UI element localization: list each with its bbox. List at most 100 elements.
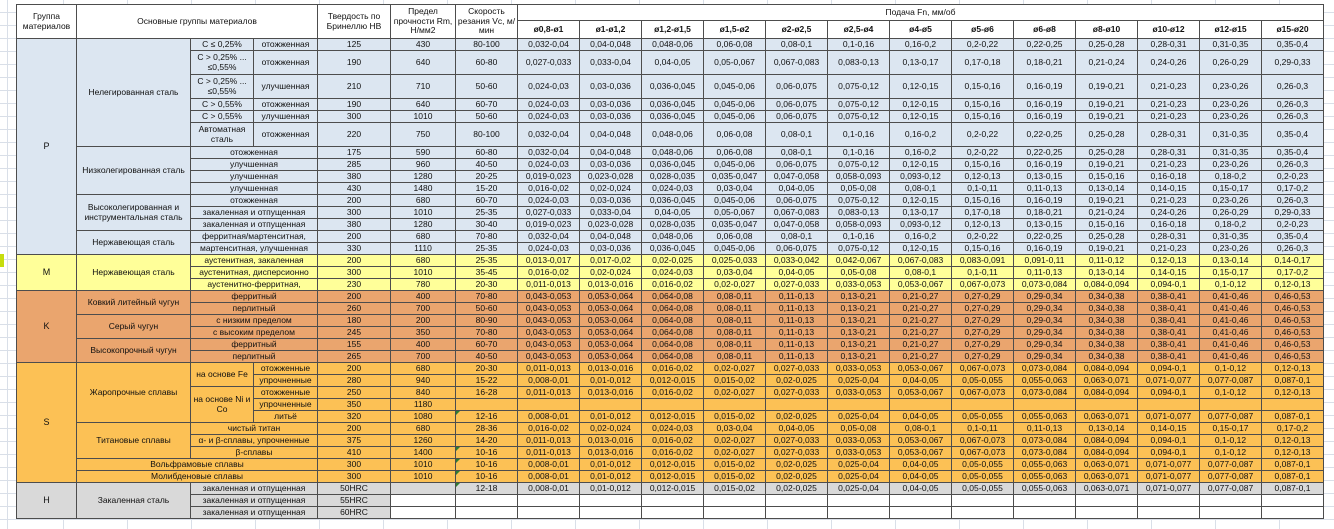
feed-cell[interactable]: 0,043-0,053 bbox=[517, 314, 580, 327]
feed-cell[interactable]: 0,063-0,071 bbox=[1075, 458, 1138, 471]
treatment-cell[interactable]: ферритный bbox=[190, 290, 318, 303]
feed-cell[interactable]: 0,053-0,067 bbox=[889, 278, 952, 291]
feed-cell[interactable]: 0,16-0,19 bbox=[1013, 158, 1076, 171]
feed-cell[interactable]: 0,045-0,06 bbox=[703, 194, 766, 207]
feed-cell[interactable]: 0,22-0,25 bbox=[1013, 146, 1076, 159]
feed-cell[interactable]: 0,16-0,18 bbox=[1137, 218, 1200, 231]
treatment-cell[interactable]: отожженная bbox=[253, 38, 318, 51]
feed-cell[interactable]: 0,23-0,26 bbox=[1199, 110, 1262, 123]
hardness-cell[interactable]: 430 bbox=[317, 182, 391, 195]
feed-cell[interactable]: 0,34-0,38 bbox=[1075, 350, 1138, 363]
feed-cell[interactable]: 0,032-0,04 bbox=[517, 230, 580, 243]
strength-cell[interactable] bbox=[390, 482, 456, 495]
feed-cell[interactable]: 0,41-0,46 bbox=[1199, 338, 1262, 351]
speed-cell[interactable]: 25-35 bbox=[455, 242, 518, 255]
feed-cell[interactable]: 0,094-0,1 bbox=[1137, 386, 1200, 399]
feed-cell[interactable] bbox=[1075, 494, 1138, 507]
feed-cell[interactable]: 0,053-0,064 bbox=[579, 350, 642, 363]
feed-cell[interactable]: 0,19-0,21 bbox=[1075, 98, 1138, 111]
feed-cell[interactable]: 0,04-0,05 bbox=[765, 182, 828, 195]
feed-cell[interactable]: 0,11-0,13 bbox=[765, 290, 828, 303]
feed-cell[interactable]: 0,011-0,013 bbox=[517, 278, 580, 291]
feed-cell[interactable]: 0,12-0,13 bbox=[1261, 386, 1324, 399]
feed-cell[interactable] bbox=[1261, 506, 1324, 519]
hardness-cell[interactable]: 245 bbox=[317, 326, 391, 339]
feed-cell[interactable]: 0,024-0,03 bbox=[517, 158, 580, 171]
treatment-cell[interactable]: перлитный bbox=[190, 302, 318, 315]
feed-cell[interactable] bbox=[765, 506, 828, 519]
speed-cell[interactable]: 10-16 bbox=[455, 446, 518, 459]
speed-cell[interactable]: 60-70 bbox=[455, 194, 518, 207]
treatment-cell[interactable]: отожженные bbox=[253, 362, 318, 375]
feed-cell[interactable]: 0,27-0,29 bbox=[951, 314, 1014, 327]
feed-cell[interactable]: 0,019-0,023 bbox=[517, 218, 580, 231]
strength-cell[interactable]: 1010 bbox=[390, 458, 456, 471]
feed-cell[interactable]: 0,13-0,14 bbox=[1075, 182, 1138, 195]
feed-cell[interactable]: 0,084-0,094 bbox=[1075, 362, 1138, 375]
feed-cell[interactable] bbox=[951, 506, 1014, 519]
feed-cell[interactable]: 0,31-0,35 bbox=[1199, 230, 1262, 243]
family-cell[interactable]: Нелегированная сталь bbox=[76, 38, 191, 147]
feed-cell[interactable]: 0,23-0,26 bbox=[1199, 194, 1262, 207]
treatment-cell[interactable]: отожженная bbox=[253, 50, 318, 75]
feed-cell[interactable]: 0,29-0,34 bbox=[1013, 290, 1076, 303]
feed-cell[interactable]: 0,05-0,055 bbox=[951, 470, 1014, 483]
feed-cell[interactable]: 0,02-0,025 bbox=[765, 410, 828, 423]
feed-cell[interactable]: 0,077-0,087 bbox=[1199, 482, 1262, 495]
feed-cell[interactable]: 0,12-0,15 bbox=[889, 110, 952, 123]
feed-cell[interactable]: 0,094-0,1 bbox=[1137, 362, 1200, 375]
feed-cell[interactable]: 0,025-0,04 bbox=[827, 374, 890, 387]
feed-cell[interactable]: 0,14-0,15 bbox=[1137, 266, 1200, 279]
feed-cell[interactable] bbox=[1137, 398, 1200, 411]
feed-cell[interactable]: 0,13-0,14 bbox=[1075, 266, 1138, 279]
strength-cell[interactable]: 400 bbox=[390, 338, 456, 351]
feed-cell[interactable]: 0,21-0,27 bbox=[889, 338, 952, 351]
feed-cell[interactable]: 0,11-0,13 bbox=[765, 350, 828, 363]
feed-cell[interactable]: 0,21-0,27 bbox=[889, 290, 952, 303]
feed-cell[interactable]: 0,12-0,13 bbox=[1137, 254, 1200, 267]
feed-cell[interactable]: 0,29-0,34 bbox=[1013, 338, 1076, 351]
feed-cell[interactable]: 0,019-0,023 bbox=[517, 170, 580, 183]
feed-cell[interactable]: 0,12-0,15 bbox=[889, 74, 952, 99]
feed-cell[interactable]: 0,053-0,064 bbox=[579, 326, 642, 339]
strength-cell[interactable]: 750 bbox=[390, 122, 456, 147]
feed-cell[interactable]: 0,087-0,1 bbox=[1261, 458, 1324, 471]
family-cell[interactable]: Титановые сплавы bbox=[76, 422, 191, 459]
strength-cell[interactable]: 680 bbox=[390, 254, 456, 267]
strength-cell[interactable]: 680 bbox=[390, 230, 456, 243]
feed-cell[interactable]: 0,035-0,047 bbox=[703, 170, 766, 183]
feed-cell[interactable]: 0,23-0,26 bbox=[1199, 74, 1262, 99]
strength-cell[interactable]: 1010 bbox=[390, 470, 456, 483]
feed-cell[interactable] bbox=[889, 494, 952, 507]
feed-cell[interactable]: 0,08-0,11 bbox=[703, 326, 766, 339]
feed-cell[interactable] bbox=[1261, 494, 1324, 507]
feed-cell[interactable]: 0,04-0,05 bbox=[641, 206, 704, 219]
feed-cell[interactable]: 0,15-0,16 bbox=[951, 194, 1014, 207]
speed-cell[interactable]: 50-60 bbox=[455, 302, 518, 315]
feed-cell[interactable]: 0,15-0,17 bbox=[1199, 182, 1262, 195]
feed-cell[interactable] bbox=[765, 398, 828, 411]
feed-cell[interactable]: 0,12-0,13 bbox=[1261, 434, 1324, 447]
feed-cell[interactable]: 0,21-0,23 bbox=[1137, 110, 1200, 123]
feed-cell[interactable]: 0,26-0,29 bbox=[1199, 206, 1262, 219]
feed-cell[interactable]: 0,067-0,073 bbox=[951, 278, 1014, 291]
feed-cell[interactable]: 0,13-0,21 bbox=[827, 302, 890, 315]
header-diameter[interactable]: ø1,2-ø1,5 bbox=[641, 20, 704, 39]
feed-cell[interactable]: 0,08-0,11 bbox=[703, 314, 766, 327]
strength-cell[interactable]: 400 bbox=[390, 290, 456, 303]
treatment-cell[interactable]: чистый титан bbox=[190, 422, 318, 435]
treatment-cell[interactable]: улучшенная bbox=[190, 158, 318, 171]
feed-cell[interactable]: 0,048-0,06 bbox=[641, 146, 704, 159]
feed-cell[interactable]: 0,2-0,22 bbox=[951, 146, 1014, 159]
feed-cell[interactable]: 0,2-0,23 bbox=[1261, 170, 1324, 183]
feed-cell[interactable]: 0,15-0,16 bbox=[1075, 218, 1138, 231]
feed-cell[interactable]: 0,24-0,26 bbox=[1137, 50, 1200, 75]
hardness-cell[interactable]: 200 bbox=[317, 290, 391, 303]
feed-cell[interactable]: 0,03-0,04 bbox=[703, 266, 766, 279]
feed-cell[interactable]: 0,22-0,25 bbox=[1013, 38, 1076, 51]
treatment-cell[interactable]: ферритная/мартенситная, bbox=[190, 230, 318, 243]
feed-cell[interactable]: 0,02-0,027 bbox=[703, 386, 766, 399]
feed-cell[interactable]: 0,12-0,13 bbox=[1261, 278, 1324, 291]
strength-cell[interactable]: 680 bbox=[390, 422, 456, 435]
feed-cell[interactable]: 0,011-0,013 bbox=[517, 362, 580, 375]
